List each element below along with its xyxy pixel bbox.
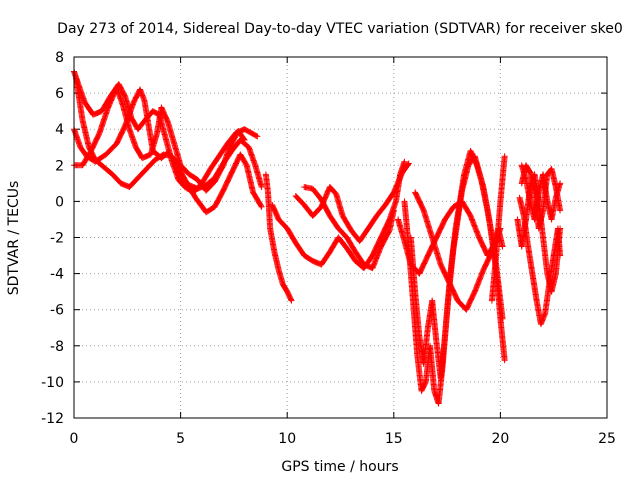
data-point-marker bbox=[287, 296, 294, 303]
data-point-marker bbox=[288, 297, 295, 304]
y-tick-label: -4 bbox=[50, 267, 64, 283]
x-tick-label: 15 bbox=[385, 431, 403, 447]
y-tick-label: -10 bbox=[41, 375, 64, 391]
y-tick-label: -6 bbox=[50, 303, 64, 319]
data-point-marker bbox=[257, 202, 264, 209]
x-tick-label: 25 bbox=[598, 431, 616, 447]
y-tick-label: -12 bbox=[41, 411, 64, 427]
data-point-marker bbox=[258, 183, 265, 190]
y-tick-label: -2 bbox=[50, 231, 64, 247]
x-tick-label: 20 bbox=[491, 431, 509, 447]
y-tick-label: 4 bbox=[55, 122, 64, 138]
y-tick-label: -8 bbox=[50, 339, 64, 355]
x-tick-label: 10 bbox=[278, 431, 296, 447]
y-axis-title: SDTVAR / TECUs bbox=[6, 181, 22, 296]
y-tick-label: 8 bbox=[55, 50, 64, 66]
x-tick-label: 0 bbox=[70, 431, 79, 447]
y-tick-label: 2 bbox=[55, 158, 64, 174]
series-trace-e bbox=[262, 171, 295, 304]
data-point-marker bbox=[258, 203, 265, 210]
series-trace-d bbox=[73, 75, 265, 192]
series-trace-c bbox=[71, 84, 248, 194]
data-points bbox=[71, 68, 564, 407]
x-tick-label: 5 bbox=[176, 431, 185, 447]
data-point-marker bbox=[254, 133, 261, 140]
data-point-marker bbox=[253, 132, 260, 139]
x-axis-title: GPS time / hours bbox=[281, 459, 398, 475]
y-tick-label: 0 bbox=[55, 194, 64, 210]
chart-title: Day 273 of 2014, Sidereal Day-to-day VTE… bbox=[57, 21, 623, 37]
y-tick-label: 6 bbox=[55, 86, 64, 102]
